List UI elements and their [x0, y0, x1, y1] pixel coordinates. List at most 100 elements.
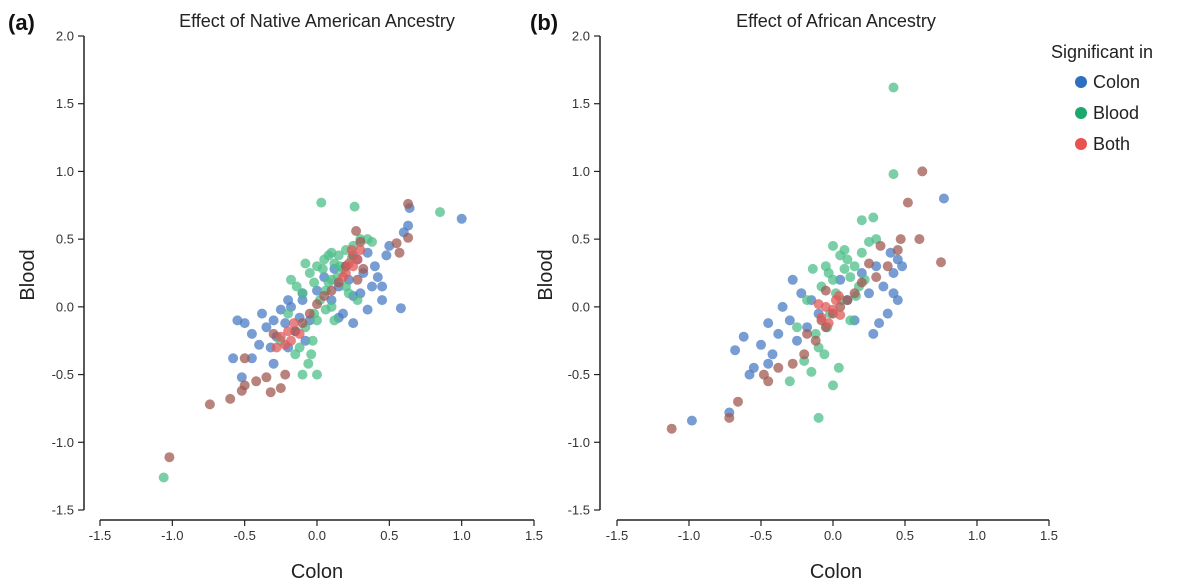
panel-a-point-blood	[312, 315, 322, 326]
panel-b-y-tick-label: -0.5	[568, 367, 590, 382]
panel-b-point-both	[787, 358, 798, 369]
panel-a-point-both	[239, 380, 250, 391]
panel-a-point-both	[239, 353, 250, 364]
panel-a-point-both	[326, 285, 337, 296]
panel-a-x-tick-label: -1.5	[89, 528, 111, 543]
panel-a-point-both	[275, 331, 286, 342]
panel-a-x-tick-label: 0.5	[380, 528, 398, 543]
legend-item-blood: Blood	[1075, 103, 1139, 123]
panel-b-point-both	[849, 288, 860, 299]
panel-b-x-tick-label: 0.5	[896, 528, 914, 543]
panel-a-point-blood	[435, 207, 445, 218]
panel-a-point-both	[297, 318, 308, 329]
panel-b-y-tick-label: 0.5	[572, 232, 590, 247]
panel-b-point-blood	[888, 82, 899, 93]
legend: Significant in Colon Blood Both	[1051, 42, 1153, 154]
panel-a-point-both	[280, 369, 291, 380]
panel-a-point-colon	[246, 328, 257, 339]
panel-a-point-colon	[348, 318, 359, 329]
panel-a-point-colon	[254, 339, 265, 350]
panel-a-point-colon	[236, 372, 247, 383]
panel-a-point-blood	[291, 281, 302, 292]
panel-b-point-colon	[763, 358, 774, 369]
panel-a-point-both	[358, 263, 369, 274]
panel-a-point-both	[403, 232, 414, 243]
panel-a-point-colon	[300, 335, 311, 346]
panel-b-y-tick-label: -1.5	[568, 503, 590, 518]
panel-a-point-blood	[283, 308, 294, 319]
panel-a-point-blood	[158, 472, 169, 483]
panel-b-point-colon	[882, 308, 893, 319]
panel-a-point-blood	[352, 295, 363, 306]
panel-b-point-both	[833, 291, 844, 301]
panel-b-point-colon	[730, 345, 741, 356]
panel-b-point-both	[666, 423, 677, 434]
panel-b-point-colon	[787, 274, 798, 285]
panel-b-y-tick-label: 2.0	[572, 29, 590, 44]
panel-b-point-blood	[828, 240, 838, 251]
panel-a-point-blood	[286, 274, 296, 285]
panel-a-y-tick-label: 0.5	[56, 232, 74, 247]
panel-a-xlabel: Colon	[291, 561, 343, 581]
legend-title: Significant in	[1051, 42, 1153, 62]
panel-a-point-blood	[333, 250, 344, 261]
panel-a-letter: (a)	[8, 10, 35, 35]
panel-a-point-blood	[367, 236, 377, 247]
panel-b-xlabel: Colon	[810, 561, 862, 581]
panel-b-point-colon	[796, 288, 807, 299]
panel-a-point-colon	[261, 322, 272, 333]
panel-b-point-both	[917, 166, 928, 177]
panel-a-point-blood	[349, 201, 360, 212]
panel-a-point-colon	[268, 315, 279, 326]
panel-a-x-tick-label: 0.0	[308, 528, 326, 543]
panel-a-point-blood	[304, 268, 315, 278]
panel-a-point-both	[204, 399, 215, 410]
panel-b-point-both	[871, 272, 882, 283]
panel-a-y-tick-label: 0.0	[56, 299, 74, 314]
panel-a-point-colon	[275, 304, 286, 315]
panel-a-point-both	[355, 236, 366, 247]
panel-a-point-both	[312, 299, 322, 310]
panel-b-letter: (b)	[530, 10, 558, 35]
panel-b-point-colon	[835, 274, 846, 285]
panel-a-point-both	[294, 328, 305, 339]
panel-a-y-tick-label: 1.0	[56, 164, 74, 179]
panel-a-point-colon	[377, 281, 388, 292]
panel-b-point-blood	[828, 380, 838, 391]
panel-b-point-blood	[828, 274, 838, 285]
panel-b-point-blood	[849, 261, 860, 272]
panel-b-point-both	[820, 285, 831, 296]
panel-a-point-both	[304, 308, 315, 319]
panel-a-title: Effect of Native American Ancestry	[179, 11, 455, 31]
panel-b-x-tick-label: -1.5	[606, 528, 628, 543]
panel-b-ylabel: Blood	[535, 249, 557, 300]
panel-a-point-both	[286, 335, 296, 346]
legend-marker-blood	[1075, 107, 1087, 119]
panel-a-point-colon	[280, 318, 291, 329]
panel-a: (a) Effect of Native American Ancestry C…	[8, 10, 543, 581]
legend-item-both: Both	[1075, 134, 1130, 154]
panel-b-point-colon	[777, 301, 788, 312]
panel-a-point-blood	[303, 358, 314, 369]
panel-a-point-colon	[395, 303, 406, 314]
legend-items: Colon Blood Both	[1075, 72, 1140, 154]
panel-a-point-both	[271, 342, 282, 353]
panel-b-point-both	[936, 257, 946, 268]
panel-b-point-both	[799, 349, 810, 360]
panel-b-point-blood	[807, 263, 818, 274]
panel-b-point-both	[810, 335, 821, 346]
panel-b-y-tick-label: 1.5	[572, 96, 590, 111]
panel-a-point-blood	[323, 250, 334, 261]
panel-b-point-colon	[744, 369, 755, 380]
panel-a-point-blood	[297, 369, 308, 380]
panel-b-point-blood	[813, 412, 824, 423]
panel-a-point-colon	[228, 353, 239, 364]
panel-b-point-both	[875, 240, 886, 251]
panel-b-point-both	[842, 295, 853, 306]
panel-b-point-both	[864, 258, 874, 269]
panel-b-point-colon	[756, 339, 766, 350]
panel-a-y-tick-label: -0.5	[52, 367, 74, 382]
panel-a-point-blood	[309, 277, 320, 288]
panel-b-point-blood	[888, 169, 899, 180]
panel-a-point-both	[164, 452, 175, 463]
